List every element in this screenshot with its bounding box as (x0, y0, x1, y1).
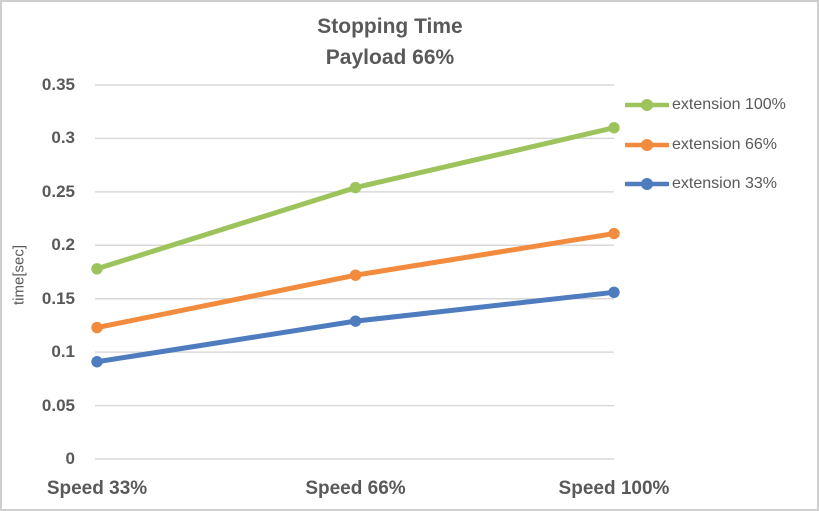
legend-label: extension 66% (672, 136, 777, 153)
chart-title: Stopping Time Payload 66% (317, 11, 462, 73)
x-category-label: Speed 66% (305, 478, 406, 499)
x-category-label: Speed 33% (46, 478, 148, 499)
y-tick-label: 0.25 (41, 181, 75, 201)
legend-line-marker-icon (625, 178, 669, 190)
y-tick-label: 0.2 (51, 235, 75, 255)
y-tick-label: 0.15 (41, 288, 75, 308)
data-point-marker (91, 321, 103, 334)
legend-line-marker-icon (625, 99, 669, 111)
data-point-marker (91, 356, 103, 368)
chart-title-line1: Stopping Time (317, 15, 463, 38)
legend-item: extension 66% (625, 133, 777, 157)
legend-item: extension 33% (625, 172, 777, 196)
legend-label: extension 33% (672, 175, 777, 192)
data-point-marker (608, 227, 620, 240)
chart-title-line2: Payload 66% (325, 46, 455, 69)
y-tick-label: 0 (65, 449, 75, 468)
y-tick-label: 0.05 (41, 395, 75, 415)
legend-line-marker-icon (625, 139, 669, 151)
x-category-label: Speed 100% (558, 478, 670, 499)
y-tick-label: 0.3 (51, 128, 75, 148)
data-point-marker (608, 286, 620, 299)
y-tick-label: 0.1 (51, 342, 75, 362)
legend-label: extension 100% (672, 96, 786, 113)
series-line (94, 289, 617, 365)
data-point-marker (349, 181, 362, 194)
y-tick-label: 0.35 (41, 75, 75, 94)
data-point-marker (349, 269, 362, 281)
data-point-marker (608, 122, 620, 134)
legend-item: extension 100% (625, 93, 786, 117)
data-point-marker (91, 263, 103, 275)
data-point-marker (349, 315, 362, 327)
